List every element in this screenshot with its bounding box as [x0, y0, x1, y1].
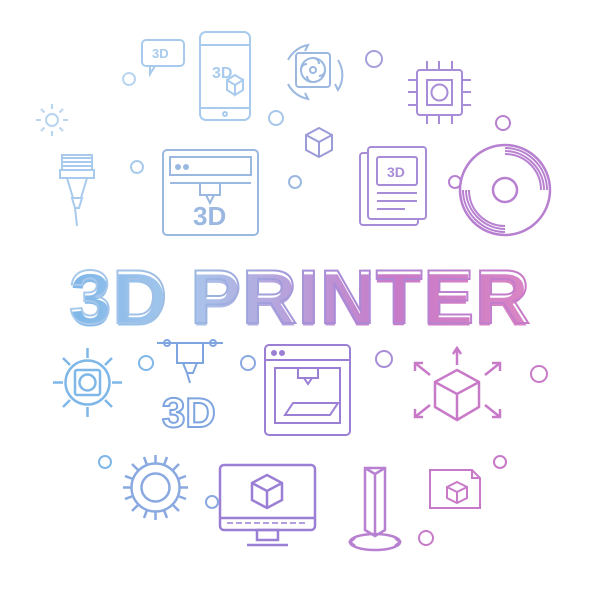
text-3d-icon: 3D — [160, 385, 225, 440]
svg-text:3D PRINTER: 3D PRINTER — [69, 255, 531, 340]
accent-dot — [365, 50, 383, 68]
accent-dot — [448, 175, 462, 189]
accent-dot — [268, 110, 284, 126]
filament-spool-icon — [455, 140, 555, 240]
svg-text:3D: 3D — [152, 46, 169, 61]
infographic-canvas: 3D 3D 3D 3D 3D — [0, 0, 600, 600]
accent-dot — [493, 455, 507, 469]
accent-dot — [495, 115, 511, 131]
printer-box-icon — [260, 340, 355, 440]
phone-3d-icon: 3D — [195, 30, 255, 125]
cube-arrows-icon — [405, 340, 510, 440]
accent-dot — [98, 455, 112, 469]
accent-dot — [138, 355, 154, 371]
accent-dot — [288, 175, 302, 189]
tower-rotate-icon — [345, 460, 405, 555]
accent-dot — [530, 365, 548, 383]
refresh-fan-icon — [278, 35, 348, 105]
accent-dot — [375, 350, 393, 368]
accent-dot — [205, 495, 219, 509]
subtext-3d: 3D — [162, 389, 216, 436]
gear-large-icon — [118, 450, 193, 525]
gear-fan-icon — [45, 340, 130, 425]
accent-dot — [122, 72, 136, 86]
accent-dot — [418, 530, 434, 546]
gear-small-icon — [32, 100, 72, 140]
main-title-svg: 3D PRINTER — [0, 255, 600, 345]
printer-3d-icon: 3D — [158, 145, 263, 240]
blueprint-icon: 3D — [355, 145, 435, 235]
speech-3d-icon: 3D — [140, 38, 190, 78]
accent-dot — [240, 355, 256, 371]
accent-dot — [130, 160, 144, 174]
cpu-chip-icon — [402, 55, 477, 130]
monitor-cube-icon — [215, 460, 320, 555]
cube-small-icon — [302, 125, 337, 160]
nozzle-icon — [52, 150, 102, 230]
file-cube-icon — [425, 460, 485, 515]
svg-text:3D: 3D — [193, 201, 226, 231]
svg-text:3D: 3D — [387, 164, 405, 180]
